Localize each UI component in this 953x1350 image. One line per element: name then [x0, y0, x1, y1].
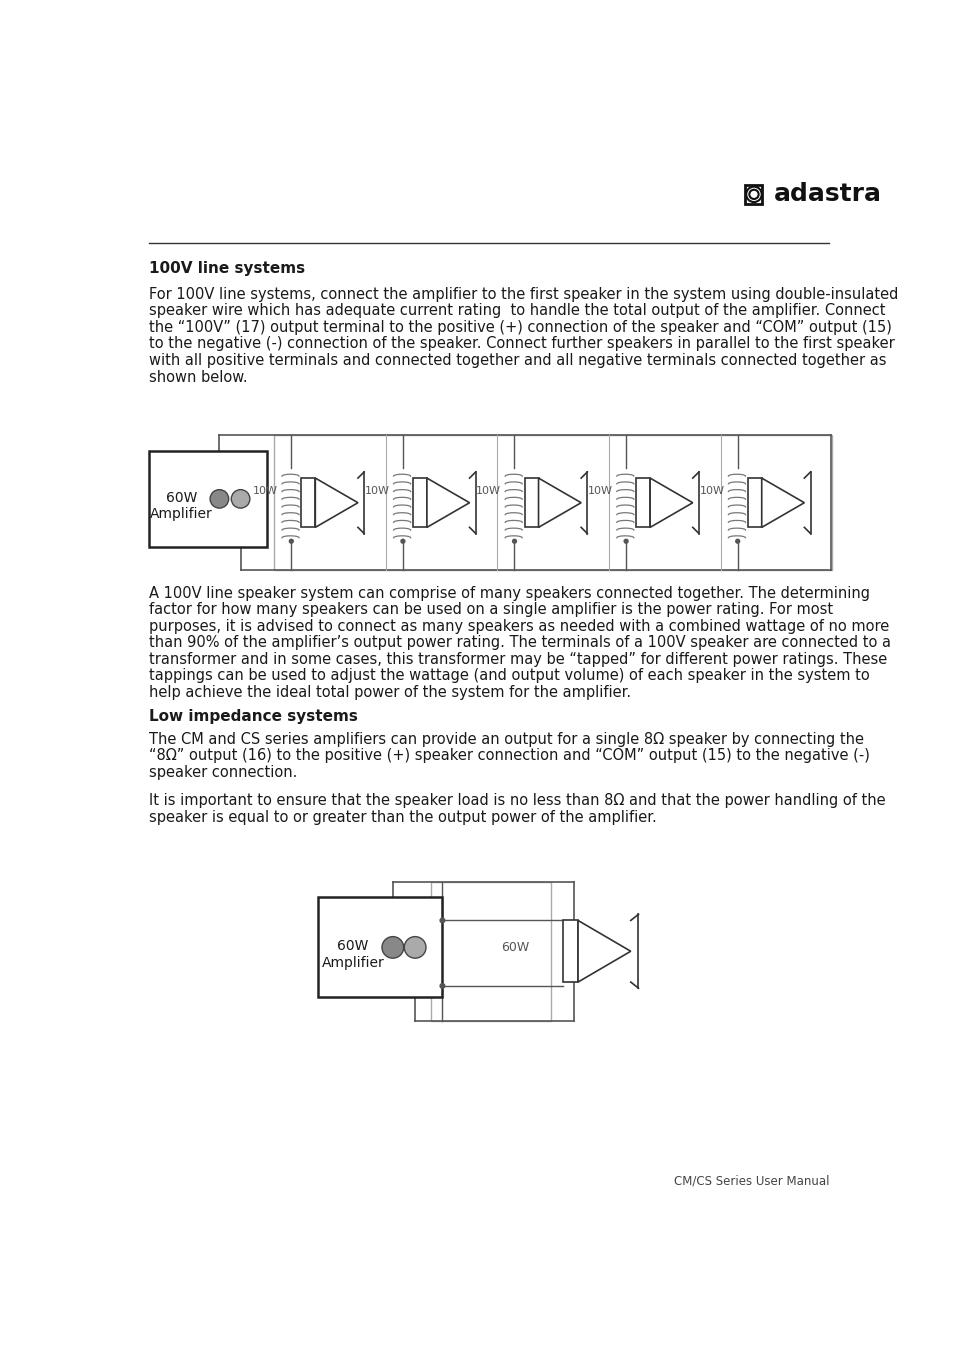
- Bar: [744, 185, 761, 204]
- Text: The CM and CS series amplifiers can provide an output for a single 8Ω speaker by: The CM and CS series amplifiers can prov…: [149, 732, 862, 747]
- Text: adastra: adastra: [773, 182, 882, 207]
- Bar: [301, 478, 315, 528]
- Text: For 100V line systems, connect the amplifier to the first speaker in the system : For 100V line systems, connect the ampli…: [149, 286, 897, 302]
- Text: Low impedance systems: Low impedance systems: [149, 709, 357, 724]
- Text: 10W: 10W: [699, 486, 723, 497]
- Text: 10W: 10W: [253, 486, 278, 497]
- Polygon shape: [578, 921, 630, 981]
- Circle shape: [210, 490, 229, 508]
- Text: purposes, it is advised to connect as many speakers as needed with a combined wa: purposes, it is advised to connect as ma…: [149, 618, 888, 633]
- Polygon shape: [315, 478, 357, 528]
- Bar: [431, 882, 550, 1021]
- Text: tappings can be used to adjust the wattage (and output volume) of each speaker i: tappings can be used to adjust the watta…: [149, 668, 868, 683]
- Bar: [318, 898, 442, 998]
- Text: speaker is equal to or greater than the output power of the amplifier.: speaker is equal to or greater than the …: [149, 810, 656, 825]
- Bar: [562, 921, 578, 981]
- Circle shape: [439, 984, 444, 988]
- Text: 60W
Amplifier: 60W Amplifier: [321, 940, 384, 969]
- Circle shape: [289, 539, 293, 543]
- Text: shown below.: shown below.: [149, 370, 247, 385]
- Text: 10W: 10W: [476, 486, 500, 497]
- Text: transformer and in some cases, this transformer may be “tapped” for different po: transformer and in some cases, this tran…: [149, 652, 886, 667]
- Circle shape: [404, 937, 426, 958]
- Bar: [747, 478, 760, 528]
- Bar: [524, 478, 537, 528]
- Bar: [274, 435, 831, 570]
- Polygon shape: [427, 478, 469, 528]
- Text: with all positive terminals and connected together and all negative terminals co: with all positive terminals and connecte…: [149, 352, 885, 369]
- Text: than 90% of the amplifier’s output power rating. The terminals of a 100V speaker: than 90% of the amplifier’s output power…: [149, 634, 890, 651]
- Text: the “100V” (17) output terminal to the positive (+) connection of the speaker an: the “100V” (17) output terminal to the p…: [149, 320, 891, 335]
- Circle shape: [748, 190, 758, 198]
- Bar: [636, 478, 649, 528]
- Text: speaker wire which has adequate current rating  to handle the total output of th: speaker wire which has adequate current …: [149, 304, 884, 319]
- Polygon shape: [649, 478, 692, 528]
- Text: “8Ω” output (16) to the positive (+) speaker connection and “COM” output (15) to: “8Ω” output (16) to the positive (+) spe…: [149, 748, 869, 763]
- Circle shape: [381, 937, 403, 958]
- Circle shape: [400, 539, 404, 543]
- Polygon shape: [537, 478, 580, 528]
- Circle shape: [623, 539, 627, 543]
- Text: It is important to ensure that the speaker load is no less than 8Ω and that the : It is important to ensure that the speak…: [149, 794, 884, 809]
- Text: 60W: 60W: [500, 941, 529, 954]
- Circle shape: [439, 918, 444, 923]
- Text: factor for how many speakers can be used on a single amplifier is the power rati: factor for how many speakers can be used…: [149, 602, 832, 617]
- Text: help achieve the ideal total power of the system for the amplifier.: help achieve the ideal total power of th…: [149, 684, 630, 699]
- Text: speaker connection.: speaker connection.: [149, 765, 296, 780]
- Text: 10W: 10W: [364, 486, 390, 497]
- Text: 10W: 10W: [587, 486, 612, 497]
- Text: to the negative (-) connection of the speaker. Connect further speakers in paral: to the negative (-) connection of the sp…: [149, 336, 894, 351]
- Circle shape: [512, 539, 516, 543]
- Text: 60W
Amplifier: 60W Amplifier: [151, 491, 213, 521]
- Text: 100V line systems: 100V line systems: [149, 261, 305, 275]
- Text: CM/CS Series User Manual: CM/CS Series User Manual: [673, 1174, 828, 1188]
- Bar: [413, 478, 427, 528]
- Circle shape: [231, 490, 250, 508]
- Bar: [149, 451, 266, 547]
- Polygon shape: [760, 478, 803, 528]
- Text: A 100V line speaker system can comprise of many speakers connected together. The: A 100V line speaker system can comprise …: [149, 586, 869, 601]
- Circle shape: [735, 539, 739, 543]
